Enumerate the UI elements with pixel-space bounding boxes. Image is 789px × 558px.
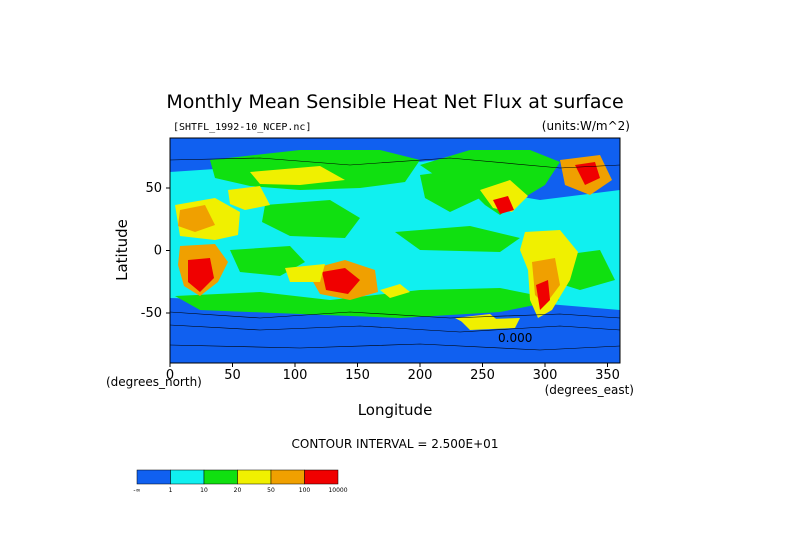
antarctic-yellow <box>460 318 520 330</box>
legend-boundary-label: 20 <box>234 487 242 494</box>
central-pacific-green <box>395 226 520 252</box>
legend-boundary-label: 10000 <box>328 487 347 494</box>
contour-line <box>170 157 620 169</box>
legend-swatch <box>270 469 305 485</box>
chart-title: Monthly Mean Sensible Heat Net Flux at s… <box>166 91 623 113</box>
south-pacific-yellow <box>380 284 410 298</box>
legend-swatch <box>170 469 205 485</box>
legend-boundary-label: 10 <box>200 487 208 494</box>
contour-line <box>170 343 620 351</box>
file-label: [SHTFL_1992-10_NCEP.nc] <box>173 122 311 133</box>
x-unit-right: (degrees_east) <box>545 383 634 397</box>
south-america-red <box>536 280 550 310</box>
australia-red <box>322 268 360 294</box>
x-tick-label: 300 <box>533 368 558 383</box>
legend-swatch <box>203 469 238 485</box>
legend-swatch <box>136 469 171 485</box>
southern-green-band <box>175 288 560 318</box>
color-legend: -∞ 1 10 20 50 100 10000 <box>133 469 348 494</box>
north-america-red <box>493 196 514 214</box>
north-america-yellow <box>480 180 528 212</box>
africa-north-orange <box>178 205 215 232</box>
y-tick-label: 0 <box>154 244 162 259</box>
west-pacific-green <box>262 200 360 238</box>
y-axis-label: Latitude <box>113 219 131 281</box>
contour-interval: CONTOUR INTERVAL = 2.500E+01 <box>292 437 499 451</box>
legend-swatch <box>304 469 339 485</box>
x-tick-label: 250 <box>470 368 495 383</box>
y-tick-label: 50 <box>145 181 162 196</box>
legend-boundary-label: 1 <box>169 487 173 494</box>
x-tick-label: 50 <box>224 368 241 383</box>
antarctic-belt <box>170 328 620 363</box>
contour-line <box>170 311 620 319</box>
legend-boundary-label: 100 <box>299 487 311 494</box>
north-atlantic-red <box>575 162 600 185</box>
y-tick-label: -50 <box>141 306 162 321</box>
arctic-belt <box>170 138 620 150</box>
units-label: (units:W/m^2) <box>542 119 630 133</box>
africa-south-red <box>188 258 214 292</box>
x-tick-label: 150 <box>345 368 370 383</box>
legend-boundary-label: 50 <box>267 487 275 494</box>
contour-line <box>170 324 620 333</box>
x-tick-label: 350 <box>595 368 620 383</box>
x-unit-left: (degrees_north) <box>106 375 202 389</box>
legend-swatch <box>237 469 272 485</box>
x-axis-label: Longitude <box>358 401 433 419</box>
indian-ocean-yellow <box>285 264 325 282</box>
middle-east-yellow <box>228 186 270 210</box>
y-tick-labels: 50 0 -50 <box>141 181 170 321</box>
eurasia-yellow <box>250 166 345 185</box>
map-plot-area <box>170 138 620 363</box>
legend-boundary-label: -∞ <box>133 487 140 494</box>
x-tick-label: 0 <box>166 368 174 383</box>
north-america-land <box>420 150 560 215</box>
contour-label: 0.000 <box>498 331 532 345</box>
x-tick-label: 100 <box>283 368 308 383</box>
x-tick-label: 200 <box>408 368 433 383</box>
x-tick-labels: 0 50 100 150 200 250 300 350 <box>166 363 620 383</box>
